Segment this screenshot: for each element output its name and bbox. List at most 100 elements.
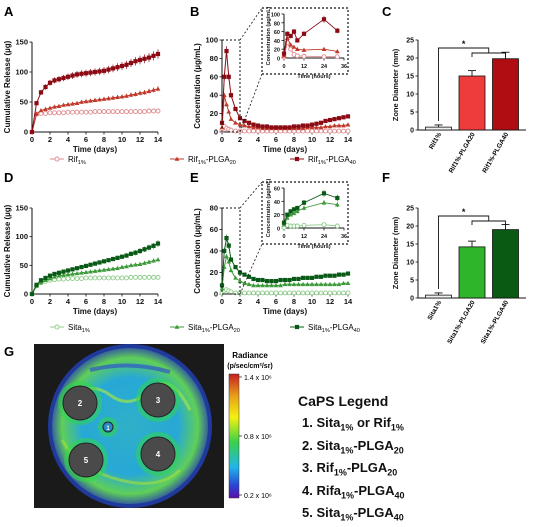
legend-label: Rif1%: [68, 155, 86, 166]
data-point: [61, 102, 66, 107]
x-tick-label: 36: [341, 234, 347, 240]
data-point: [92, 69, 98, 75]
y-tick-label: 100: [15, 68, 28, 77]
data-point: [106, 258, 111, 263]
chart-C-rif-zone-diameter: 0 5 10 15 20 25 Zone Diameter (mm) Rif1% Rif1%-P…: [391, 38, 526, 174]
significance-bracket: [471, 220, 506, 225]
data-point: [65, 272, 71, 277]
data-point: [341, 123, 346, 128]
data-point: [335, 195, 340, 201]
data-point: [294, 46, 300, 51]
panel-letter-B: B: [190, 4, 199, 19]
data-point: [106, 266, 111, 272]
data-point: [79, 71, 84, 76]
data-point: [336, 281, 342, 287]
data-point: [318, 120, 324, 125]
data-point: [101, 96, 107, 101]
data-point: [314, 281, 319, 287]
data-point: [300, 281, 306, 287]
y-tick-label: 0: [24, 128, 28, 137]
series-Rif1%-PLGA40: [219, 46, 351, 130]
data-point: [61, 110, 66, 116]
data-point: [255, 283, 261, 288]
data-point: [288, 42, 294, 47]
data-point: [246, 274, 252, 279]
data-point: [142, 109, 147, 115]
y-tick-label: 100: [205, 36, 218, 45]
data-point: [246, 290, 252, 296]
y-tick-label: 100: [271, 13, 280, 19]
data-point: [124, 109, 129, 115]
data-point: [318, 128, 324, 134]
data-point: [222, 248, 227, 254]
x-tick-label: 14: [344, 135, 353, 144]
x-tick-label: 2: [238, 135, 242, 144]
data-point: [142, 260, 147, 265]
data-point: [88, 269, 93, 274]
y-tick-label: 0: [277, 227, 280, 233]
data-point: [273, 283, 279, 288]
data-point: [242, 118, 247, 124]
data-point: [110, 95, 116, 100]
series-line: [221, 95, 349, 129]
data-point: [226, 259, 232, 264]
data-point: [228, 93, 234, 98]
caps-legend-item: 1. Sita1% or Rif1%: [302, 415, 404, 433]
data-point: [327, 273, 333, 278]
chart-A-rif-cumulative-release: 0 2 4 6 8 10 12 14 0 50 100 150 Time (days) Cumulativ…: [3, 38, 163, 155]
data-point: [137, 248, 143, 254]
data-point: [341, 272, 346, 277]
data-point: [97, 260, 102, 265]
radiance-unit: (p/sec/cm²/sr): [227, 363, 273, 370]
data-point: [296, 290, 301, 296]
data-point: [296, 276, 301, 282]
data-point: [74, 266, 80, 271]
data-point: [47, 276, 53, 281]
data-point: [305, 290, 310, 296]
data-point: [269, 125, 274, 130]
significance-marker: *: [462, 39, 466, 49]
x-tick-label: 12: [301, 64, 307, 70]
inset-chart: 0 12 24 36 0 20 40 60 Time (hours) Concentration …: [266, 178, 347, 250]
data-point: [336, 272, 342, 277]
data-point: [323, 281, 328, 287]
data-point: [228, 257, 234, 262]
x-tick-label: 10: [118, 297, 126, 306]
data-point: [321, 54, 327, 60]
y-tick-label: 60: [274, 30, 280, 36]
legend-sita: Sita1% Sita1%-PLGA20 Sita1%-PLGA40: [50, 323, 360, 334]
data-point: [246, 128, 252, 134]
data-point: [264, 290, 270, 296]
data-point: [323, 273, 328, 278]
data-point: [88, 109, 93, 115]
zoom-region: [221, 39, 241, 133]
data-point: [251, 128, 256, 134]
data-point: [119, 264, 125, 269]
legend-item: Rif1%-PLGA40: [290, 155, 356, 166]
data-point: [305, 128, 310, 134]
data-point: [332, 117, 337, 122]
caps-legend-item: 2. Sita1%-PLGA20: [302, 437, 404, 456]
x-tick-label: 8: [292, 135, 296, 144]
panel-letter-G: G: [4, 344, 14, 359]
data-point: [295, 38, 300, 43]
data-point: [287, 290, 292, 296]
data-point: [137, 90, 143, 95]
data-point: [88, 98, 93, 103]
y-tick-label: 20: [274, 213, 280, 219]
y-tick-label: 60: [274, 187, 280, 193]
data-point: [301, 47, 307, 52]
data-point: [269, 279, 274, 284]
y-tick-label: 20: [406, 224, 414, 231]
legend-marker: [54, 324, 60, 330]
data-point: [115, 94, 120, 99]
data-point: [92, 109, 98, 115]
zoom-region: [221, 207, 241, 295]
data-point: [70, 276, 75, 281]
dish-disk-5: 5: [64, 438, 108, 482]
data-point: [345, 280, 351, 286]
data-point: [110, 109, 116, 115]
y-tick-label: 80: [210, 54, 218, 63]
significance-bracket: [438, 47, 490, 121]
data-point: [321, 200, 327, 205]
